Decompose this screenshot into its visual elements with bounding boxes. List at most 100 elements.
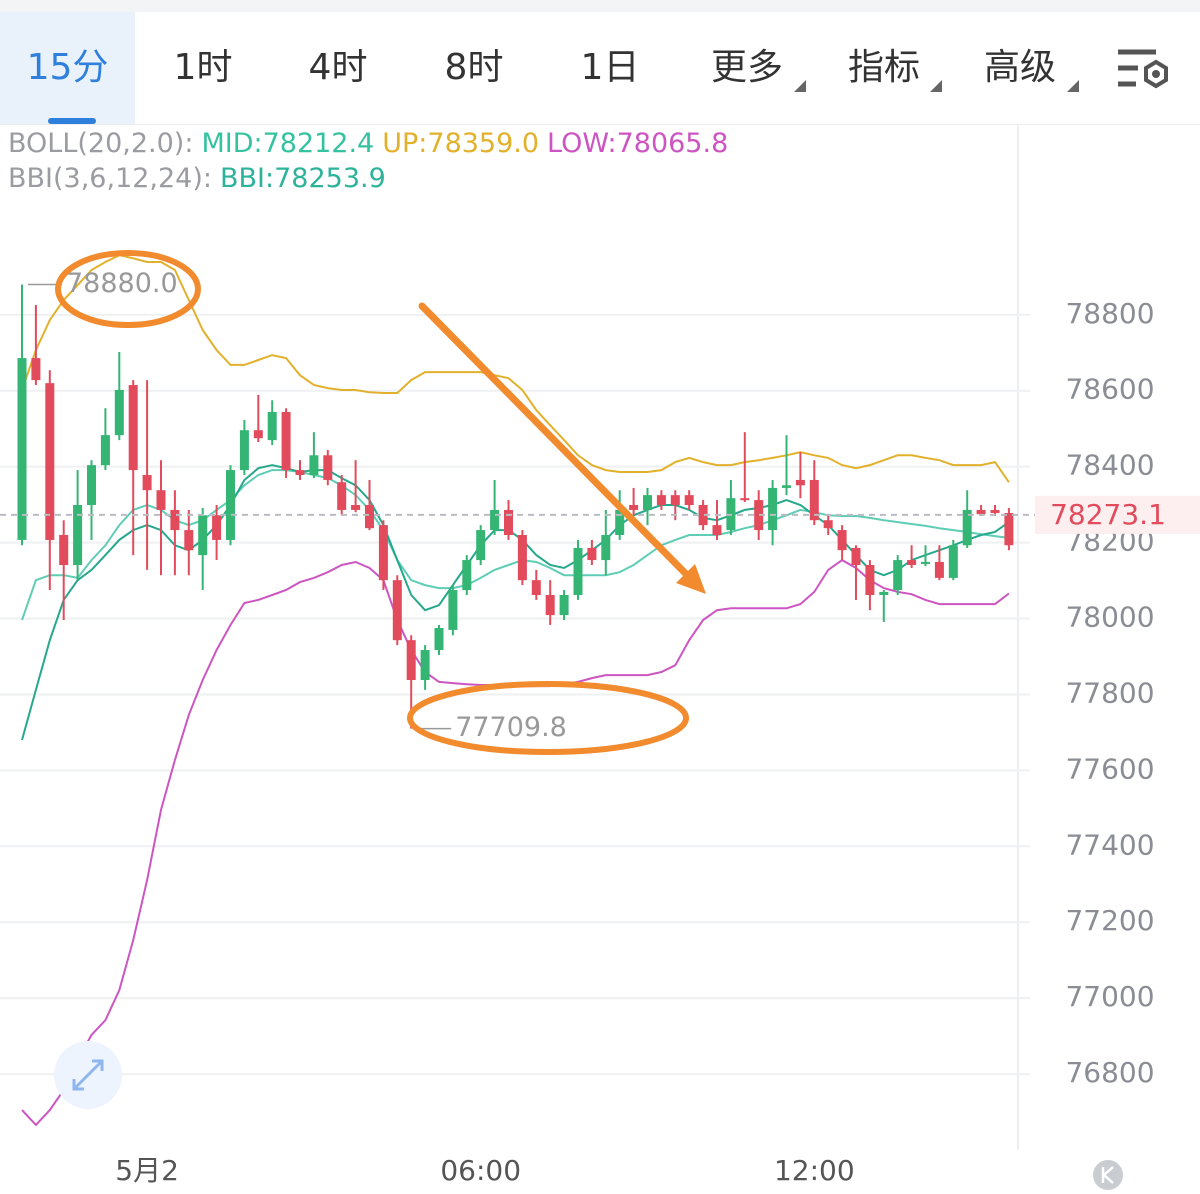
y-tick-label: 78400 — [1065, 449, 1154, 482]
candle-body — [462, 560, 472, 591]
candle-body — [1004, 512, 1014, 546]
indicator-line — [21, 254, 1010, 483]
candle-body — [656, 495, 666, 506]
y-tick-label: 78800 — [1065, 297, 1154, 330]
candle-body — [295, 470, 305, 476]
interval-tab[interactable]: 1时 — [173, 47, 233, 88]
min-label: 77709.8 — [455, 712, 567, 743]
candle-body — [253, 430, 263, 439]
candle-body — [782, 485, 791, 488]
interval-tab[interactable]: 更多 — [710, 47, 783, 88]
x-tick-label: 5月2 — [115, 1154, 179, 1187]
grid — [0, 313, 1030, 1076]
k-icon — [1101, 1166, 1114, 1184]
x-tick-label: 06:00 — [440, 1154, 521, 1187]
y-tick-label: 77800 — [1065, 676, 1154, 709]
candle-body — [517, 535, 527, 581]
candle-body — [73, 505, 83, 565]
annotation-arrowhead — [676, 564, 706, 594]
candle-body — [365, 505, 374, 529]
candle-body — [893, 560, 903, 591]
candle-body — [267, 412, 277, 441]
candle-body — [698, 505, 708, 526]
candle-body — [198, 515, 208, 556]
y-tick-label: 77200 — [1065, 904, 1154, 937]
candle-body — [142, 475, 152, 491]
y-tick-label: 76800 — [1065, 1056, 1154, 1089]
candle-body — [434, 628, 444, 651]
candle-body — [170, 509, 180, 531]
candle-body — [948, 545, 958, 578]
interval-tab[interactable]: 4时 — [308, 47, 368, 88]
last-price-box — [1035, 495, 1200, 534]
candle-body — [559, 594, 569, 616]
candle-body — [45, 383, 55, 540]
candle-body — [990, 509, 1000, 513]
candle-body — [962, 509, 972, 546]
candle-body — [865, 564, 875, 595]
candle-body — [976, 509, 986, 515]
dropdown-marker — [794, 80, 806, 92]
y-tick-label: 77600 — [1065, 752, 1154, 785]
candle-body — [921, 561, 930, 564]
candle-body — [128, 385, 138, 471]
candle-body — [601, 535, 611, 561]
candle-body — [323, 455, 333, 480]
candle-body — [670, 495, 680, 506]
candle-body — [504, 509, 513, 535]
indicator-legend: BOLL(20,2.0): MID:78212.4 UP:78359.0 LOW:78… — [8, 126, 728, 196]
candle-body — [31, 358, 41, 381]
indicator-line — [21, 558, 1010, 1127]
candle-body — [100, 435, 110, 466]
k-button[interactable] — [1093, 1160, 1123, 1190]
indicator-lines — [21, 254, 1010, 1127]
candle-body — [490, 509, 500, 531]
annotation-ellipse — [407, 681, 689, 755]
candle-body — [281, 412, 291, 471]
candle-body — [212, 515, 222, 540]
candle-body — [768, 487, 778, 531]
interval-tab[interactable]: 15分 — [0, 12, 135, 124]
indicator-value: LOW:78065.8 — [547, 128, 729, 159]
settings-icon[interactable] — [1118, 49, 1168, 89]
candle-body — [545, 594, 555, 616]
candle-body — [809, 479, 819, 521]
y-tick-label: 77000 — [1065, 980, 1154, 1013]
labels: 7680077000772007740077600778007800078200… — [0, 268, 1200, 1187]
candle-body — [351, 505, 361, 510]
candle-body — [156, 490, 166, 510]
candle-body — [476, 530, 486, 561]
candle-body — [573, 547, 583, 595]
dropdown-marker — [930, 80, 942, 92]
candle-body — [184, 530, 194, 551]
indicator-label: BOLL(20,2.0): — [8, 128, 194, 159]
settings-hex — [1144, 59, 1168, 89]
settings-lines — [1118, 49, 1156, 87]
annotation-ellipse — [55, 250, 201, 328]
candle-body — [740, 498, 750, 501]
candle-body — [448, 590, 458, 630]
candle-body — [712, 525, 722, 535]
candle-body — [629, 505, 639, 510]
candle-body — [684, 495, 694, 506]
candle-body — [420, 650, 430, 681]
candle-body — [226, 470, 235, 540]
indicator-value: BBI:78253.9 — [220, 163, 386, 194]
indicator-value: MID:78212.4 — [201, 128, 375, 159]
interval-tab[interactable]: 8时 — [444, 47, 504, 88]
candle-body — [615, 509, 625, 535]
candle-body — [531, 580, 541, 595]
max-label: 78880.0 — [66, 268, 178, 299]
interval-tab[interactable]: 高级 — [983, 47, 1056, 88]
candle-body — [823, 520, 833, 529]
interval-tab[interactable]: 1日 — [580, 47, 640, 88]
candle-body — [934, 561, 944, 578]
candle-body — [59, 535, 69, 565]
annotation-arrow — [418, 302, 692, 580]
candle-body — [754, 500, 764, 531]
indicator-value: UP:78359.0 — [382, 128, 540, 159]
last-price-label: 78273.1 — [1050, 498, 1166, 531]
interval-tab[interactable]: 指标 — [847, 47, 920, 88]
